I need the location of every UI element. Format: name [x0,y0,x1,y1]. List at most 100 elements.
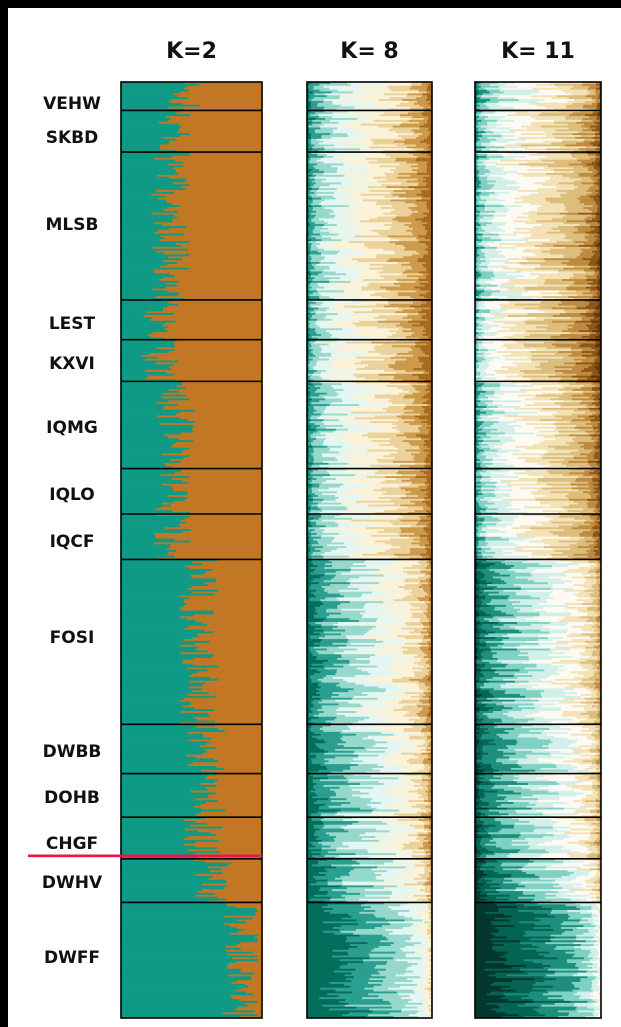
ancestry-segment [217,779,263,782]
ancestry-segment [355,406,389,409]
ancestry-segment [403,580,421,583]
ancestry-segment [429,133,433,136]
ancestry-segment [314,832,327,835]
ancestry-segment [342,455,384,458]
ancestry-segment [362,290,390,293]
ancestry-segment [348,407,383,411]
ancestry-segment [326,392,339,395]
ancestry-segment [312,299,322,303]
ancestry-segment [359,807,377,810]
ancestry-segment [428,127,433,130]
ancestry-segment [425,328,433,331]
ancestry-segment [121,464,167,467]
ancestry-segment [333,663,350,666]
ancestry-segment [186,849,263,852]
ancestry-segment [310,813,322,816]
ancestry-segment [189,254,263,257]
ancestry-segment [385,690,414,693]
ancestry-segment [121,923,225,926]
ancestry-segment [121,284,178,287]
ancestry-segment [307,891,329,894]
ancestry-segment [121,741,211,744]
ancestry-segment [422,695,429,699]
ancestry-segment [423,838,432,841]
ancestry-segment [308,449,315,452]
ancestry-segment [163,406,263,409]
ancestry-segment [121,434,165,437]
ancestry-segment [316,332,331,335]
ancestry-segment [307,877,316,881]
ancestry-segment [410,478,427,481]
ancestry-segment [214,593,263,596]
ancestry-segment [505,83,537,87]
ancestry-segment [121,862,232,865]
ancestry-segment [365,252,396,255]
ancestry-segment [311,864,332,867]
ancestry-segment [410,779,423,782]
ancestry-segment [333,210,355,214]
ancestry-segment [428,1012,432,1015]
ancestry-segment [371,591,389,594]
ancestry-segment [428,620,432,623]
ancestry-segment [411,231,428,234]
ancestry-segment [192,561,263,564]
ancestry-segment [424,968,431,971]
ancestry-segment [355,682,392,685]
ancestry-segment [423,656,431,659]
ancestry-segment [370,622,406,625]
ancestry-segment [427,95,433,98]
ancestry-segment [421,220,433,223]
ancestry-segment [321,819,344,822]
ancestry-segment [252,993,263,996]
ancestry-segment [352,822,388,826]
ancestry-segment [313,85,324,89]
ancestry-segment [307,824,314,827]
ancestry-segment [121,777,206,780]
ancestry-segment [396,279,420,282]
ancestry-segment [308,83,320,87]
ancestry-segment [424,828,430,831]
ancestry-segment [121,711,181,714]
ancestry-segment [323,555,350,558]
ancestry-segment [392,930,419,934]
ancestry-segment [397,292,427,295]
ancestry-segment [419,294,433,297]
ancestry-segment [429,819,433,822]
ancestry-segment [121,891,199,894]
ancestry-segment [402,271,420,274]
ancestry-segment [307,553,312,557]
ancestry-segment [368,167,397,170]
ancestry-segment [428,161,433,164]
ancestry-segment [359,898,398,901]
ancestry-segment [426,313,433,316]
ancestry-segment [396,424,422,428]
ancestry-segment [423,762,432,765]
ancestry-segment [307,976,355,979]
ancestry-segment [313,775,345,778]
ancestry-segment [405,495,419,498]
ancestry-segment [310,426,318,430]
ancestry-segment [346,546,379,549]
ancestry-segment [307,1008,330,1011]
ancestry-segment [399,163,418,166]
ancestry-segment [317,154,328,157]
ancestry-segment [375,836,389,839]
ancestry-segment [307,460,310,464]
ancestry-segment [375,875,408,879]
ancestry-segment [320,697,353,701]
ancestry-segment [377,546,401,549]
ancestry-segment [121,152,190,155]
ancestry-segment [244,1002,263,1006]
ancestry-segment [390,199,417,202]
ancestry-segment [307,428,316,431]
ancestry-segment [356,860,394,863]
ancestry-segment [363,352,381,356]
ancestry-segment [336,597,369,600]
ancestry-segment [381,731,399,735]
ancestry-segment [307,222,310,225]
ancestry-segment [307,400,310,403]
ancestry-segment [429,438,433,441]
ancestry-segment [121,834,217,837]
ancestry-segment [390,923,414,926]
ancestry-segment [345,999,384,1002]
